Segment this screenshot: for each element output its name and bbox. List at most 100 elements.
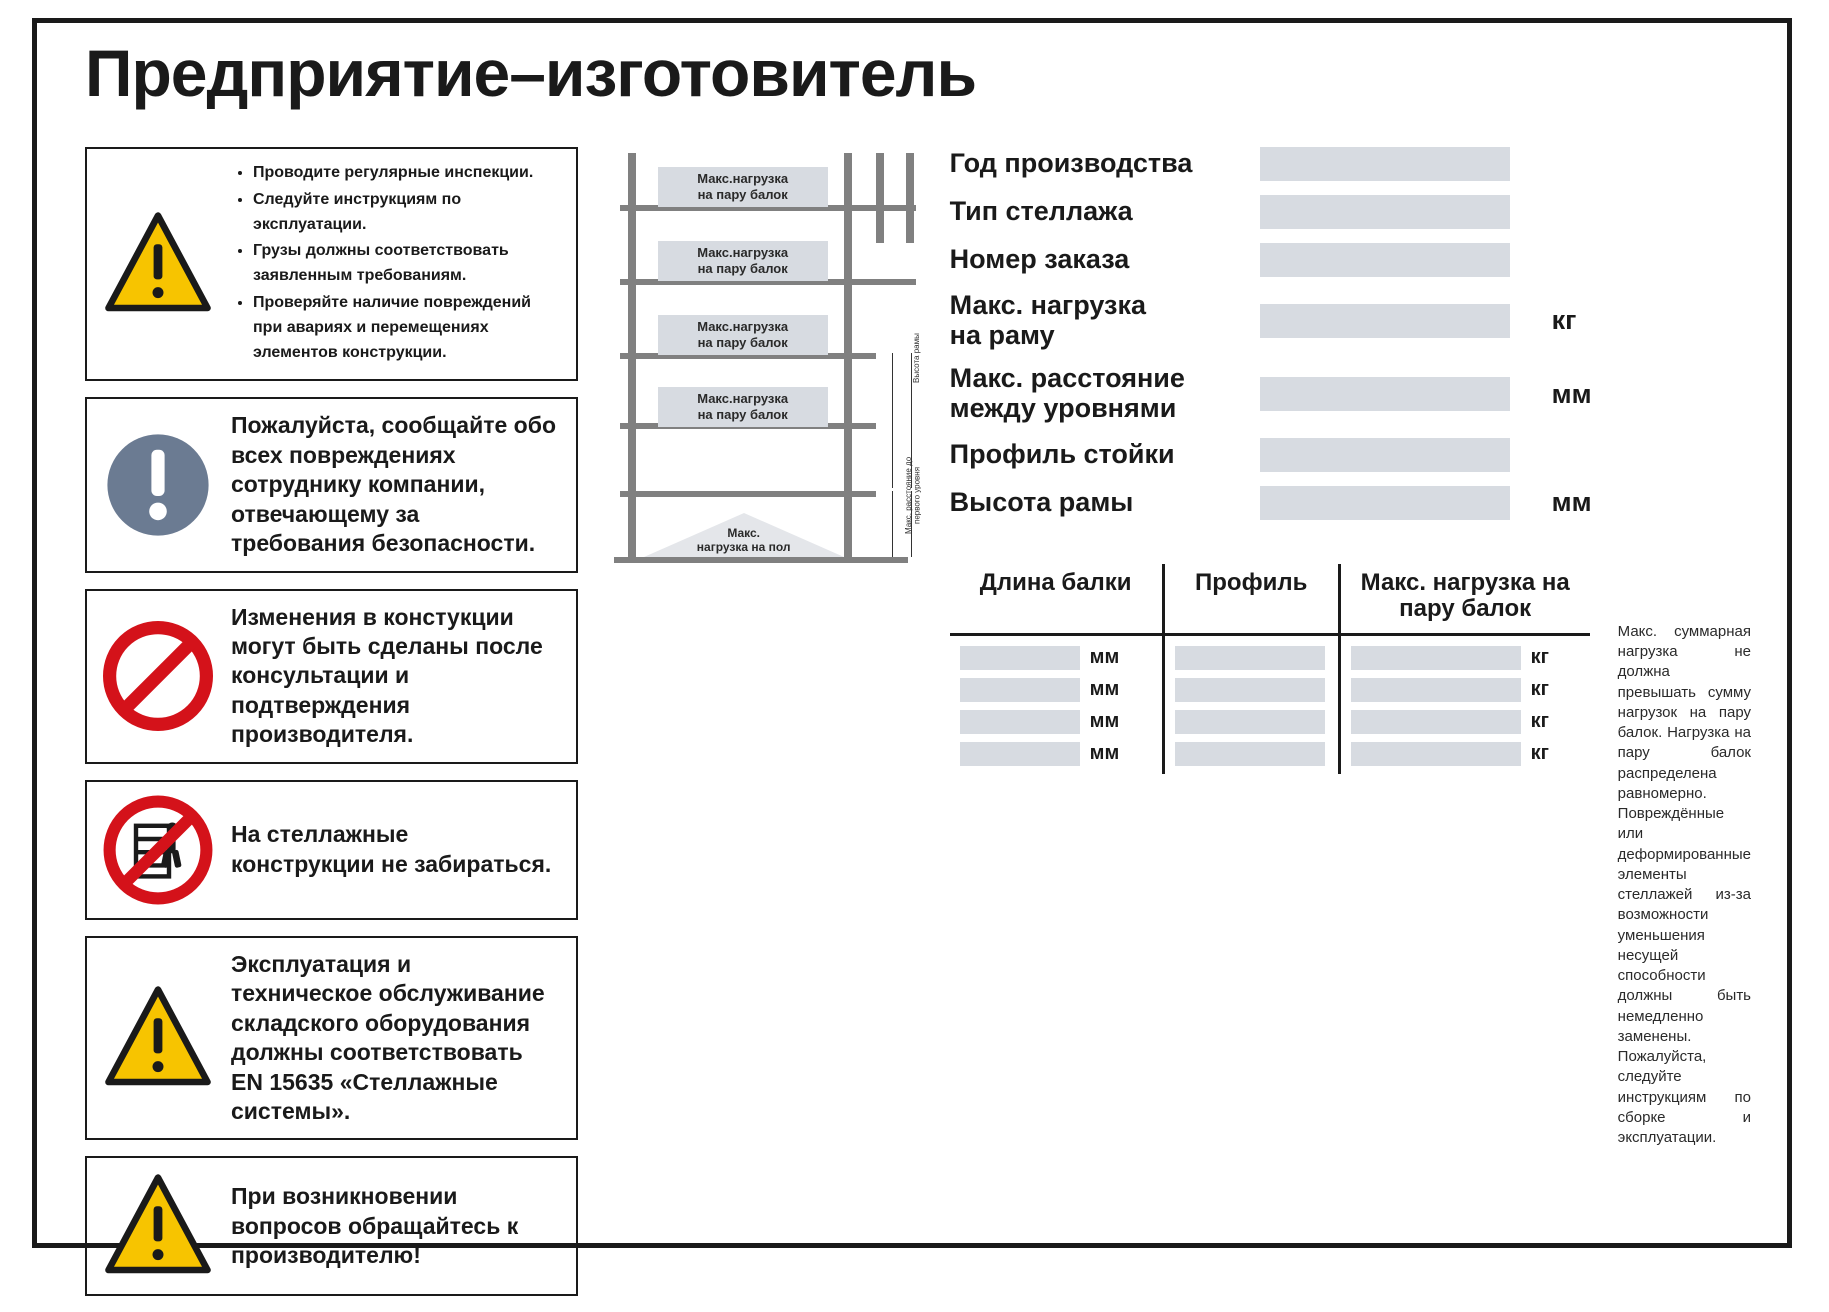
rack-level-label: Макс.нагрузкана пару балок <box>658 241 828 281</box>
dim-frame-height: Высота рамы <box>913 303 921 413</box>
rack-diagram: Макс.нагрузка на пол Высота рамы Макс. р… <box>614 153 914 563</box>
beam-table-field[interactable] <box>960 678 1080 702</box>
beam-col-profile-header: Профиль <box>1162 564 1338 636</box>
warning-text: Проводите регулярные инспекции.Следуйте … <box>231 161 558 367</box>
beam-table-field[interactable] <box>1351 646 1521 670</box>
beam-table-unit: мм <box>1090 742 1120 765</box>
beam-table-field[interactable] <box>960 646 1080 670</box>
warning-text: При возникновении вопросов обращайтесь к… <box>231 1182 558 1270</box>
warning-bullet: Проводите регулярные инспекции. <box>253 161 558 186</box>
rack-beam <box>620 491 876 497</box>
beam-table-body: мм мм мм мм кг кг кг кг <box>950 636 1590 774</box>
beam-table-unit: кг <box>1531 742 1549 765</box>
circle-exclaim-icon <box>103 430 213 540</box>
beam-table-field[interactable] <box>1175 678 1325 702</box>
spec-form-row: Макс. нагрузкана рамукг <box>950 291 1751 350</box>
beam-table-cell: мм <box>950 710 1162 734</box>
beam-table-cell <box>1165 646 1338 670</box>
beam-table-unit: мм <box>1090 678 1120 701</box>
warning-bullet: Грузы должны соответствовать заявленным … <box>253 239 558 289</box>
rack-diagram-column: Макс.нагрузка на пол Высота рамы Макс. р… <box>614 147 914 563</box>
spec-form-label: Тип стеллажа <box>950 197 1260 227</box>
rack-level-label: Макс.нагрузкана пару балок <box>658 167 828 207</box>
spec-form-label: Макс. нагрузкана раму <box>950 291 1260 350</box>
prohibit-icon <box>103 621 213 731</box>
no-climb-icon <box>103 795 213 905</box>
warning-box: Пожалуйста, сообщайте обо всех поврежден… <box>85 397 578 572</box>
spec-form-row: Тип стеллажа <box>950 195 1751 229</box>
dimension-bracket <box>892 353 912 488</box>
spec-form-label: Профиль стойки <box>950 440 1260 470</box>
rack-upright <box>876 153 884 243</box>
beam-table-field[interactable] <box>1351 710 1521 734</box>
beam-table-cell: мм <box>950 678 1162 702</box>
triangle-icon <box>103 1171 213 1281</box>
spec-form-field[interactable] <box>1260 243 1510 277</box>
beam-col-load-header: Макс. нагрузка на пару балок <box>1338 564 1590 636</box>
dimension-bracket <box>892 491 912 557</box>
warning-box: Проводите регулярные инспекции.Следуйте … <box>85 147 578 381</box>
spec-form-row: Номер заказа <box>950 243 1751 277</box>
beam-col-profile <box>1162 636 1338 774</box>
beam-table-cell <box>1165 710 1338 734</box>
spec-form-label: Макс. расстояниемежду уровнями <box>950 364 1260 423</box>
beam-table-cell: мм <box>950 646 1162 670</box>
beam-table-cell <box>1165 742 1338 766</box>
beam-table-unit: кг <box>1531 646 1549 669</box>
beam-table-field[interactable] <box>1175 742 1325 766</box>
spec-form-row: Профиль стойки <box>950 438 1751 472</box>
beam-table-field[interactable] <box>1175 646 1325 670</box>
triangle-icon <box>103 983 213 1093</box>
rack-level-label: Макс.нагрузкана пару балок <box>658 315 828 355</box>
main-columns: Проводите регулярные инспекции.Следуйте … <box>85 147 1751 1312</box>
beam-table-cell: кг <box>1341 646 1590 670</box>
warning-box: Изменения в констукции могут быть сделан… <box>85 589 578 764</box>
beam-table-cell: кг <box>1341 678 1590 702</box>
beam-col-length-header: Длина балки <box>950 564 1162 636</box>
lower-section: Длина балки Профиль Макс. нагрузка на па… <box>950 564 1751 1149</box>
rack-base <box>614 557 908 563</box>
beam-col-load: кг кг кг кг <box>1338 636 1590 774</box>
spec-form-field[interactable] <box>1260 377 1510 411</box>
beam-table-unit: мм <box>1090 646 1120 669</box>
rack-level-label: Макс.нагрузкана пару балок <box>658 387 828 427</box>
beam-table-cell: мм <box>950 742 1162 766</box>
floor-load-label: Макс.нагрузка на пол <box>682 527 806 555</box>
spec-form-label: Год производства <box>950 149 1260 179</box>
spec-form-field[interactable] <box>1260 438 1510 472</box>
warning-bullet: Следуйте инструкциям по эксплуатации. <box>253 188 558 238</box>
beam-col-length: мм мм мм мм <box>950 636 1162 774</box>
warning-box: Эксплуатация и техническое обслуживание … <box>85 936 578 1141</box>
spec-form: Год производства Тип стеллажа Номер заказа… <box>950 147 1751 520</box>
warning-text: Пожалуйста, сообщайте обо всех поврежден… <box>231 411 558 558</box>
beam-table-field[interactable] <box>1351 742 1521 766</box>
beam-table-field[interactable] <box>960 742 1080 766</box>
beam-table: Длина балки Профиль Макс. нагрузка на па… <box>950 564 1590 1149</box>
beam-table-field[interactable] <box>960 710 1080 734</box>
warning-box: При возникновении вопросов обращайтесь к… <box>85 1156 578 1296</box>
beam-table-unit: мм <box>1090 710 1120 733</box>
beam-table-header: Длина балки Профиль Макс. нагрузка на па… <box>950 564 1590 636</box>
beam-table-field[interactable] <box>1351 678 1521 702</box>
beam-table-cell: кг <box>1341 710 1590 734</box>
beam-table-cell <box>1165 678 1338 702</box>
spec-form-unit: мм <box>1552 487 1592 518</box>
spec-form-label: Высота рамы <box>950 488 1260 518</box>
spec-form-field[interactable] <box>1260 195 1510 229</box>
footnote: Макс. суммарная нагрузка не должна превы… <box>1618 564 1751 1149</box>
triangle-icon <box>103 209 213 319</box>
page-title: Предприятие–изготовитель <box>85 35 1751 111</box>
spec-sheet: Предприятие–изготовитель Проводите регул… <box>32 18 1792 1248</box>
beam-table-unit: кг <box>1531 710 1549 733</box>
beam-table-unit: кг <box>1531 678 1549 701</box>
spec-form-row: Высота рамы мм <box>950 486 1751 520</box>
spec-form-field[interactable] <box>1260 486 1510 520</box>
spec-form-field[interactable] <box>1260 304 1510 338</box>
spec-form-field[interactable] <box>1260 147 1510 181</box>
warning-text: Изменения в констукции могут быть сделан… <box>231 603 558 750</box>
spec-form-row: Макс. расстояниемежду уровнями мм <box>950 364 1751 423</box>
rack-upright <box>906 153 914 243</box>
beam-table-field[interactable] <box>1175 710 1325 734</box>
spec-form-row: Год производства <box>950 147 1751 181</box>
spec-form-unit: мм <box>1552 379 1592 410</box>
